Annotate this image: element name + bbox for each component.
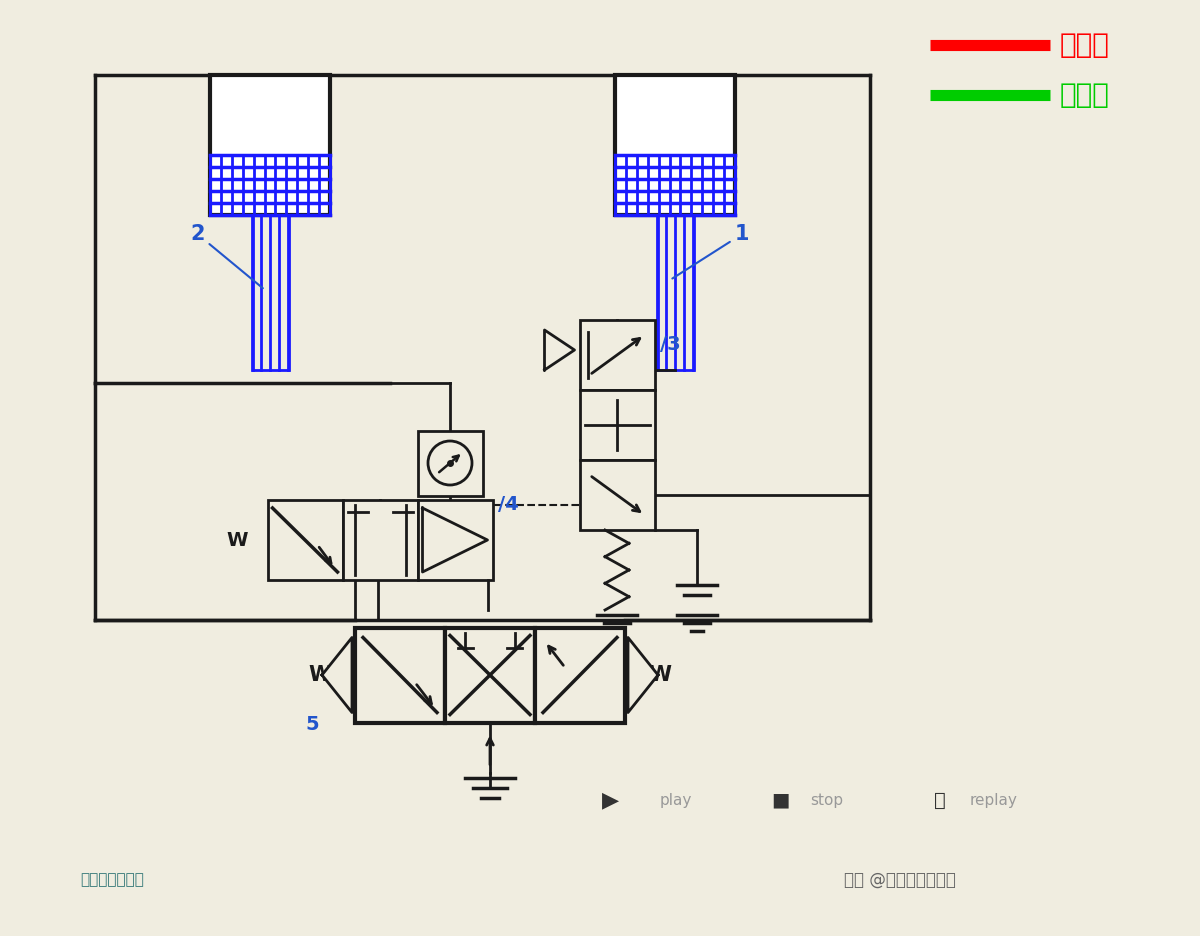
Bar	[656, 215, 694, 370]
Bar	[418, 500, 492, 580]
Text: 回油路: 回油路	[1060, 81, 1110, 109]
Text: 进油路: 进油路	[1060, 31, 1110, 59]
Polygon shape	[322, 637, 352, 712]
Bar	[580, 390, 654, 460]
Bar	[210, 75, 330, 215]
Text: W: W	[648, 665, 672, 685]
Bar	[210, 155, 330, 215]
Text: ⏮: ⏮	[934, 791, 946, 810]
Bar	[418, 431, 482, 495]
Text: play: play	[660, 793, 692, 808]
Text: 头条 @机械工程师笔记: 头条 @机械工程师笔记	[844, 871, 956, 889]
Polygon shape	[545, 330, 575, 370]
Text: 1: 1	[672, 224, 750, 279]
Text: W: W	[227, 531, 248, 549]
Bar	[355, 627, 445, 723]
Text: W: W	[308, 665, 331, 685]
Bar	[580, 460, 654, 530]
Bar	[616, 155, 734, 215]
Polygon shape	[422, 508, 487, 572]
Text: 机械工程师笔记: 机械工程师笔记	[80, 872, 144, 887]
Bar	[268, 500, 342, 580]
Bar	[342, 500, 418, 580]
Bar	[535, 627, 625, 723]
Bar	[580, 320, 654, 390]
Bar	[252, 215, 288, 370]
Bar	[445, 627, 535, 723]
Text: 5: 5	[305, 715, 319, 734]
Text: ■: ■	[770, 791, 790, 810]
Bar	[616, 75, 734, 215]
Text: ▶: ▶	[601, 790, 618, 810]
Text: /4: /4	[498, 495, 518, 514]
Text: stop: stop	[810, 793, 844, 808]
Text: /3: /3	[660, 335, 680, 354]
Text: 2: 2	[190, 224, 263, 288]
Text: replay: replay	[970, 793, 1018, 808]
Polygon shape	[628, 637, 658, 712]
